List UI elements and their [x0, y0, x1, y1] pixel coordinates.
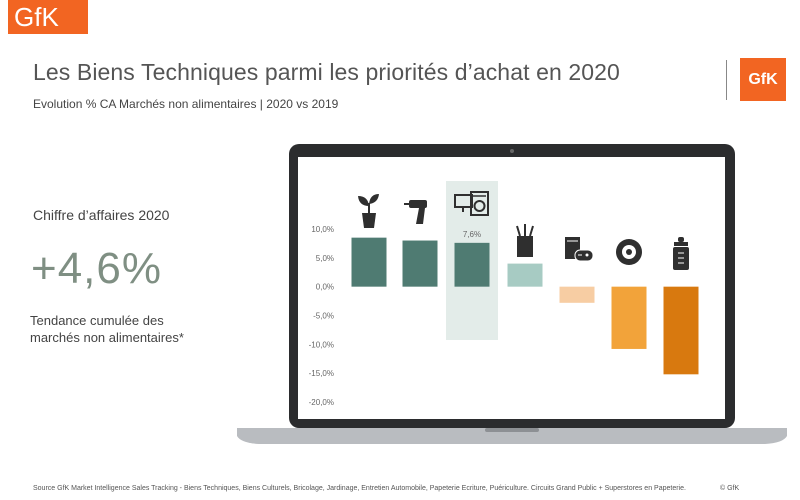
bar-puericulture: [663, 286, 699, 375]
y-tick-label: -10,0%: [309, 340, 334, 349]
gfk-logo: GfK: [740, 58, 786, 101]
header-divider: [726, 60, 727, 100]
copyright: © GfK: [720, 485, 740, 492]
plant-icon: [358, 194, 379, 228]
pencil-cup-icon: [516, 224, 534, 257]
baby-bottle-icon: [673, 237, 689, 270]
kpi-description: Tendance cumulée des marchés non aliment…: [30, 312, 184, 346]
bar-bricolage: [402, 240, 438, 287]
bar-entretien-automobile: [611, 286, 647, 349]
gfk-logo-top-left: GfK: [8, 0, 88, 34]
bar-jardinage: [351, 237, 387, 287]
laptop-camera: [510, 149, 514, 153]
laptop-screen: [298, 157, 725, 419]
kpi-label: Chiffre d’affaires 2020: [33, 207, 170, 223]
laptop-base: [237, 428, 787, 444]
kpi-description-line-1: Tendance cumulée des: [30, 313, 164, 328]
tech-devices-icon: [454, 191, 489, 216]
kpi-value: +4,6%: [31, 244, 162, 293]
source-note: Source GfK Market Intelligence Sales Tra…: [33, 485, 686, 492]
bar-biens-culturels: [559, 286, 595, 303]
book-gamepad-icon: [565, 237, 594, 262]
laptop-hinge: [485, 428, 539, 432]
bar-papeterie-ecriture: [507, 263, 543, 287]
y-tick-label: -15,0%: [309, 369, 334, 378]
data-label-biens-techniques: 7,6%: [463, 230, 481, 239]
kpi-description-line-2: marchés non alimentaires*: [30, 330, 184, 345]
bar-chart: 10,0% 5,0% 0,0% -5,0% -10,0% -15,0% -20,0% 7,6%: [309, 181, 699, 407]
tire-icon: [616, 239, 642, 265]
y-tick-label: 0,0%: [316, 283, 334, 292]
bar-biens-techniques: [454, 242, 490, 287]
y-tick-label: 10,0%: [311, 225, 334, 234]
y-tick-label: -20,0%: [309, 398, 334, 407]
page-subtitle: Evolution % CA Marchés non alimentaires …: [33, 97, 339, 111]
page-title: Les Biens Techniques parmi les priorités…: [33, 59, 620, 85]
y-tick-label: 5,0%: [316, 254, 334, 263]
drill-icon: [404, 200, 427, 224]
y-tick-label: -5,0%: [313, 312, 334, 321]
